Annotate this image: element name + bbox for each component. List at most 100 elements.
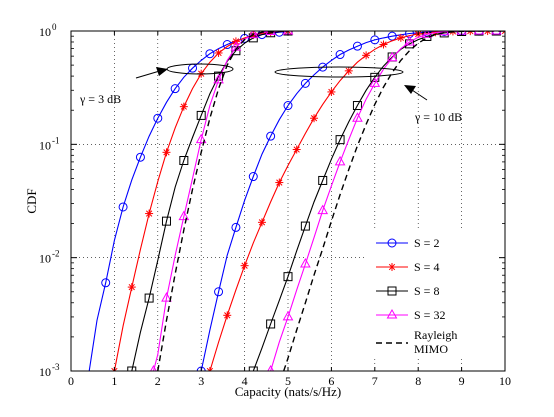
data-point [214,287,224,297]
x-tick-label: 10 [499,374,511,388]
data-point [179,156,189,166]
y-tick-label: 10 [39,365,51,379]
data-point [248,366,258,371]
annotation-3db: γ = 3 dB [79,63,234,106]
x-tick-label: 6 [328,374,334,388]
data-point [275,178,284,187]
legend-label-s8: S = 8 [414,284,439,298]
legend-label-s4: S = 4 [414,260,439,274]
data-point [404,35,415,46]
data-point [386,51,398,62]
x-tick-label: 2 [155,374,161,388]
data-point [195,133,207,144]
data-point [300,257,311,268]
data-point [490,31,502,35]
asterisk-stroke [284,31,289,35]
data-point [196,110,206,120]
annotation-label-10db: γ = 10 dB [414,110,462,124]
data-point [379,40,388,49]
data-point [231,222,241,232]
axis-ticks [70,30,506,372]
annotation-arrowhead-10db [404,85,416,94]
asterisk-stroke [113,367,118,371]
y-tick-label: 10 [39,138,51,152]
asterisk-stroke [180,103,187,110]
data-point [300,78,310,88]
data-point [240,261,249,270]
grid [71,31,505,371]
asterisk-stroke [215,49,222,57]
x-tick-label: 1 [111,374,117,388]
data-point [369,77,381,87]
data-point [214,48,223,57]
legend-label-s2: S = 2 [414,236,439,250]
data-point [352,101,362,111]
x-tick-labels: 0 1 2 3 4 5 6 7 8 9 10 [68,374,511,388]
data-point [334,155,346,166]
data-point [127,366,137,371]
y-tick-label: 10 [39,25,51,39]
x-tick-label: 9 [459,374,465,388]
legend-label-s32: S = 32 [414,308,445,322]
legend-label-rayleigh: Rayleigh [414,328,457,342]
data-point [396,33,405,42]
data-point [162,148,171,157]
data-point [118,202,128,212]
legend-marker [387,286,397,296]
asterisk-stroke [163,149,170,156]
data-point [205,367,214,371]
data-point [327,87,336,96]
y-tick-exponent: -3 [52,362,60,372]
series-line [152,31,289,371]
data-point [300,221,310,231]
annotation-label-3db: γ = 3 dB [79,92,121,106]
data-point [317,204,329,215]
asterisk-stroke [501,31,505,35]
y-tick-exponent: -2 [52,249,60,259]
data-point [247,31,259,39]
data-point [170,84,180,94]
series-5 [157,31,505,371]
data-point [421,31,433,38]
data-point [473,31,485,35]
x-tick-label: 8 [415,374,421,388]
data-point [310,114,319,123]
data-point [179,102,188,111]
legend: S = 2 S = 4 S = 8 S = 32 Rayleigh MIMO [366,231,499,358]
data-point [292,145,301,154]
data-point [150,364,157,371]
data-point [223,311,232,320]
data-point [101,278,111,288]
legend-marker [386,308,398,319]
x-tick-label: 7 [372,374,378,388]
data-point [266,131,276,141]
asterisk-stroke [206,367,211,371]
data-point [335,135,345,145]
annotation-10db: γ = 10 dB [274,66,462,124]
data-point [438,31,450,36]
data-point [344,66,353,75]
data-point [127,283,136,292]
data-point [213,73,224,84]
x-tick-label: 3 [198,374,204,388]
series-line [157,31,289,371]
data-point [335,50,345,60]
annotation-ellipse-10db [274,66,404,78]
data-point [387,31,397,41]
data-point [352,112,363,122]
data-point [362,51,371,60]
data-point [161,216,171,226]
legend-marker [388,263,396,271]
y-axis-title: CDF [24,188,39,213]
data-point [282,310,294,321]
data-point [144,293,154,303]
legend-marker [387,238,397,248]
asterisk-stroke [293,146,300,153]
data-point [501,31,505,35]
data-point [370,35,380,45]
y-tick-exponent: -1 [52,135,60,145]
series-line [131,31,289,371]
asterisk-stroke [328,88,335,96]
